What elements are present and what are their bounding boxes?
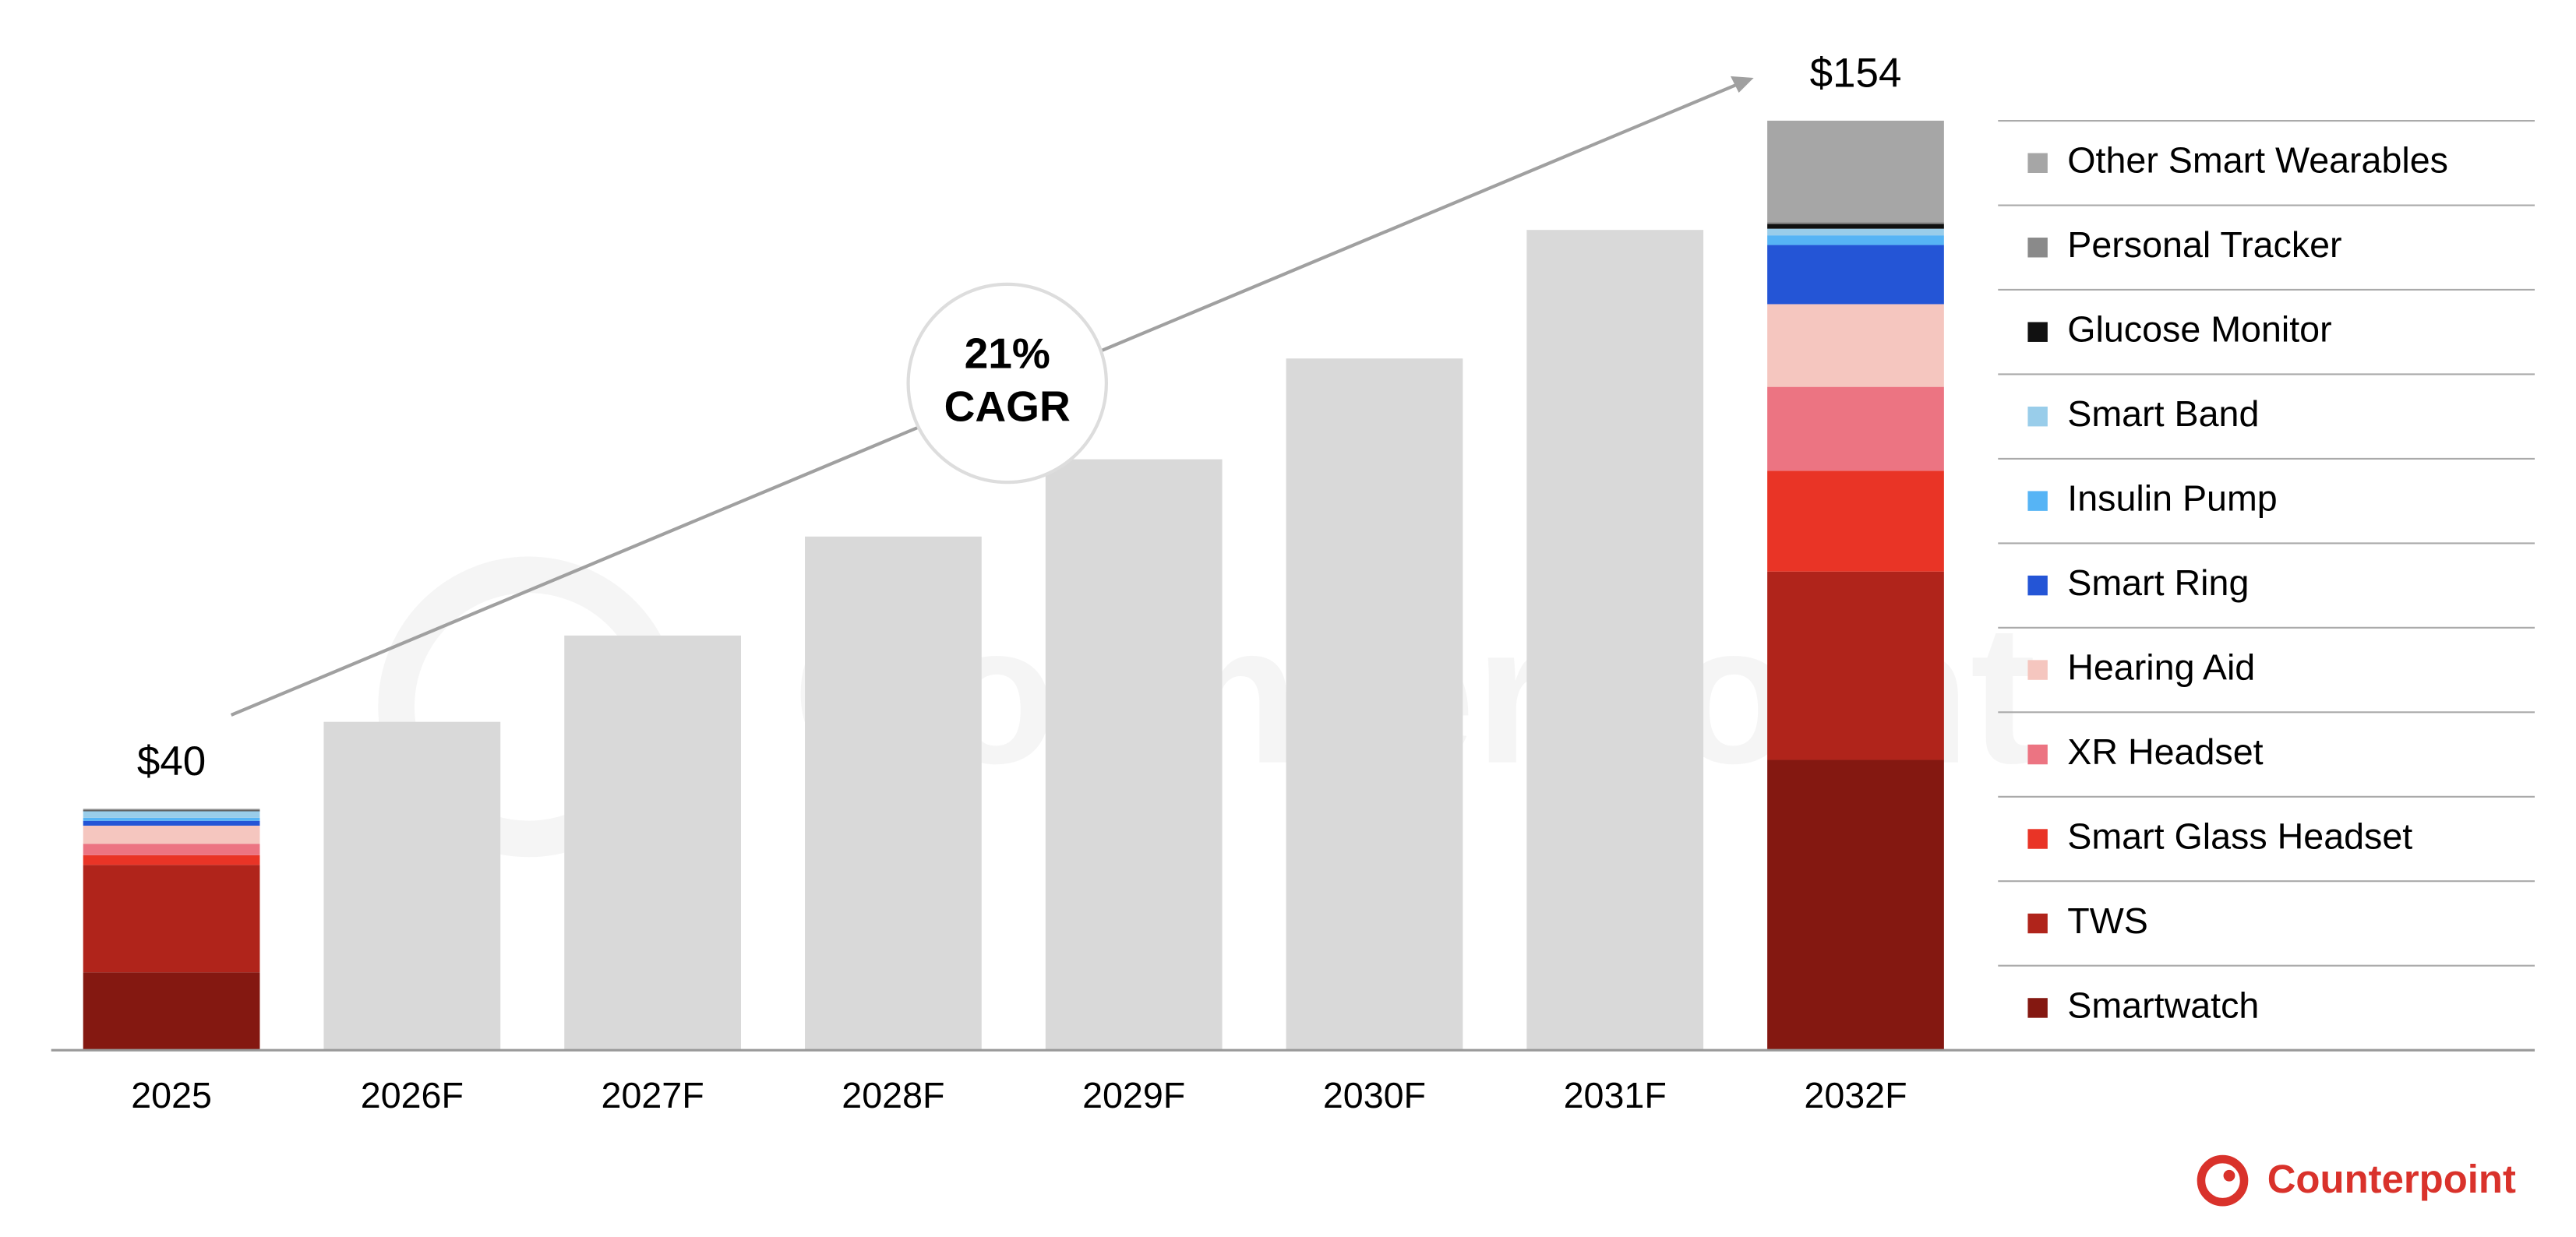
plot: $40 2025 2026F 2027F 2028F 2029F 2030F 2031F $15… <box>51 51 2535 1115</box>
legend-swatch <box>2027 491 2048 511</box>
legend-label: Insulin Pump <box>2067 478 2277 518</box>
x-tick-label: 2032F <box>1804 1075 1907 1115</box>
bar-segment <box>1767 470 1944 572</box>
arrow-head <box>1730 76 1754 93</box>
bar <box>1286 358 1463 1051</box>
bar <box>323 721 501 1051</box>
logo-icon <box>2197 1154 2249 1207</box>
legend-label: TWS <box>2067 900 2148 941</box>
bar <box>805 536 982 1051</box>
bar-segment <box>1767 759 1944 1051</box>
bar-segment <box>1767 571 1944 760</box>
legend-swatch <box>2027 575 2048 596</box>
bar-segment <box>83 825 260 844</box>
bar-segment <box>1767 235 1944 245</box>
legend-label: Smart Band <box>2067 393 2259 434</box>
bar <box>564 635 742 1051</box>
bar-segment <box>1767 245 1944 305</box>
legend-swatch <box>2027 406 2048 427</box>
legend-label: Other Smart Wearables <box>2067 140 2448 181</box>
bar-segment <box>1767 224 1944 229</box>
legend-swatch <box>2027 322 2048 342</box>
x-tick-label: 2025 <box>131 1075 212 1115</box>
x-tick-label: 2029F <box>1082 1075 1185 1115</box>
legend-label: Personal Tracker <box>2067 224 2341 265</box>
logo-dot <box>2223 1169 2235 1182</box>
legend-swatch <box>2027 913 2048 934</box>
total-label: $40 <box>137 738 206 784</box>
bar-segment <box>83 817 260 821</box>
bar-segment <box>1767 386 1944 471</box>
bar-segment <box>83 855 260 865</box>
bar <box>1526 230 1704 1051</box>
bar-segment <box>1767 304 1944 387</box>
legend-label: Smart Ring <box>2067 562 2249 603</box>
bar-segment <box>83 972 260 1051</box>
x-tick-label: 2028F <box>842 1075 944 1115</box>
bar-segment <box>83 865 260 973</box>
logo-text: Counterpoint <box>2267 1157 2516 1201</box>
legend-label: Hearing Aid <box>2067 647 2255 687</box>
legend-label: XR Headset <box>2067 731 2263 772</box>
x-tick-label: 2030F <box>1323 1075 1426 1115</box>
bar-segment <box>83 811 260 818</box>
bar-segment <box>1767 228 1944 236</box>
legend-label: Glucose Monitor <box>2067 309 2331 350</box>
x-tick-label: 2026F <box>361 1075 464 1115</box>
legend-swatch <box>2027 660 2048 680</box>
bar-segment <box>1767 222 1944 224</box>
cagr-label: CAGR <box>944 382 1071 430</box>
bar-segment <box>83 810 260 812</box>
bar-segment <box>83 809 260 811</box>
cagr-badge <box>906 282 1109 485</box>
cagr-value: 21% <box>965 330 1050 378</box>
x-tick-label: 2031F <box>1564 1075 1667 1115</box>
legend-label: Smart Glass Headset <box>2067 816 2412 856</box>
total-label: $154 <box>1810 51 1902 97</box>
legend-swatch <box>2027 829 2048 849</box>
x-tick-label: 2027F <box>602 1075 704 1115</box>
legend-swatch <box>2027 744 2048 765</box>
legend-label: Smartwatch <box>2067 985 2259 1025</box>
bar <box>1045 459 1223 1051</box>
bar-segment <box>1767 120 1944 223</box>
legend-swatch <box>2027 998 2048 1018</box>
bar-segment <box>83 820 260 826</box>
legend-swatch <box>2027 153 2048 174</box>
bar-segment <box>83 844 260 855</box>
legend-swatch <box>2027 238 2048 258</box>
